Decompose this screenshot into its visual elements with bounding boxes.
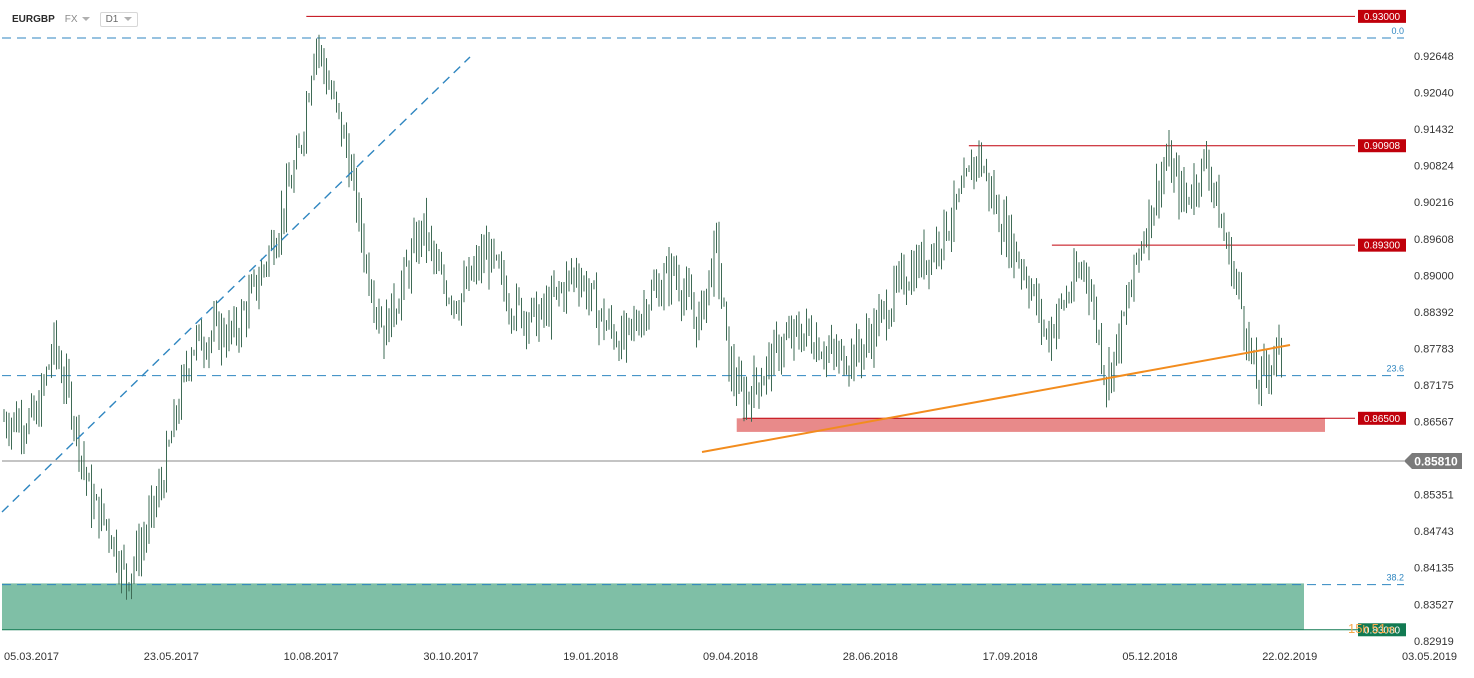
- countdown-part: m: [1386, 624, 1395, 636]
- price-axis: 0.92648 0.92040 0.91432 0.90824 0.90216 0.896…: [1414, 51, 1454, 648]
- y-tick-label: 0.87783: [1414, 343, 1454, 355]
- y-tick-label: 0.92648: [1414, 51, 1454, 63]
- fib-level-label: 23.6: [1386, 364, 1404, 374]
- levels-layer: 0.0 23.6 38.2: [2, 15, 1404, 631]
- level-badges: 0.93000 0.90908 0.89300 0.86500 0.83080 0.858…: [1348, 9, 1462, 637]
- candle-countdown: 15h 51m: [1348, 621, 1395, 636]
- countdown-part: h: [1362, 624, 1368, 636]
- x-tick-label: 19.01.2018: [563, 651, 618, 663]
- support-trendline: [701, 344, 1291, 453]
- x-tick-label: 03.05.2019: [1402, 651, 1457, 663]
- level-badge: [1358, 9, 1406, 23]
- level-badge: [1358, 238, 1406, 252]
- chevron-down-icon: [81, 17, 90, 21]
- level-badge-label: 0.93000: [1364, 12, 1401, 23]
- y-tick-label: 0.87175: [1414, 380, 1454, 392]
- level-badge: [1358, 139, 1406, 153]
- level-badge-label: 0.89300: [1364, 241, 1401, 252]
- chevron-down-icon: [124, 17, 133, 21]
- fibonacci-trendline: [1, 56, 471, 513]
- market-dropdown[interactable]: FX: [65, 14, 90, 25]
- level-badge-label: 0.86500: [1364, 414, 1401, 425]
- y-tick-label: 0.84743: [1414, 526, 1454, 538]
- fib-level-label: 0.0: [1391, 26, 1404, 36]
- support-zone: [2, 583, 1304, 630]
- x-tick-label: 30.10.2017: [423, 651, 478, 663]
- y-tick-label: 0.91432: [1414, 124, 1454, 136]
- countdown-part: 51: [1372, 621, 1386, 636]
- symbol-label[interactable]: EURGBP: [12, 13, 55, 25]
- x-tick-label: 28.06.2018: [843, 651, 898, 663]
- timeframe-dropdown[interactable]: D1: [99, 11, 139, 27]
- resistance-zone: [736, 418, 1325, 432]
- x-tick-label: 05.12.2018: [1122, 651, 1177, 663]
- current-price-label: 0.85810: [1414, 454, 1458, 468]
- y-tick-label: 0.92040: [1414, 88, 1454, 100]
- current-price-badge: [1404, 452, 1462, 469]
- chart-toolbar: EURGBP FX D1: [12, 10, 139, 28]
- x-tick-label: 22.02.2019: [1262, 651, 1317, 663]
- y-tick-label: 0.82919: [1414, 636, 1454, 648]
- y-tick-label: 0.89608: [1414, 234, 1454, 246]
- y-tick-label: 0.84135: [1414, 563, 1454, 575]
- level-badge: [1358, 623, 1406, 637]
- y-tick-label: 0.83527: [1414, 599, 1454, 611]
- zones-layer: [2, 418, 1325, 630]
- time-axis: 05.03.2017 23.05.2017 10.08.2017 30.10.2017…: [4, 651, 1457, 663]
- y-tick-label: 0.89000: [1414, 270, 1454, 282]
- x-tick-label: 23.05.2017: [144, 651, 199, 663]
- trendlines-layer: [1, 56, 1291, 513]
- level-badge-label: 0.90908: [1364, 141, 1401, 152]
- x-tick-label: 05.03.2017: [4, 651, 59, 663]
- level-badge-label: 0.83080: [1364, 625, 1401, 636]
- x-tick-label: 09.04.2018: [703, 651, 758, 663]
- market-label: FX: [64, 13, 78, 25]
- fib-level-label: 38.2: [1386, 573, 1404, 583]
- y-tick-label: 0.90216: [1414, 197, 1454, 209]
- y-tick-label: 0.90824: [1414, 161, 1454, 173]
- x-tick-label: 17.09.2018: [983, 651, 1038, 663]
- y-tick-label: 0.86567: [1414, 417, 1454, 429]
- y-tick-label: 0.88392: [1414, 307, 1454, 319]
- candles-layer: [3, 34, 1282, 600]
- x-tick-label: 10.08.2017: [284, 651, 339, 663]
- y-tick-label: 0.85351: [1414, 490, 1454, 502]
- level-badge: [1358, 411, 1406, 425]
- countdown-part: 15: [1348, 621, 1362, 636]
- timeframe-label: D1: [105, 13, 119, 25]
